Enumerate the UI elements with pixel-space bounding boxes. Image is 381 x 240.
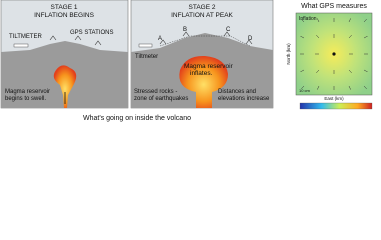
stress-label: zone of earthquakes (134, 96, 188, 102)
magma-label: inflates. (190, 70, 213, 77)
displacement-arrow (348, 85, 351, 90)
stage-subtitle: INFLATION AT PEAK (171, 12, 233, 19)
displacement-arrow (316, 34, 320, 39)
displacement-arrow (363, 18, 367, 23)
tiltmeter-label: Tiltmeter (135, 54, 158, 60)
displacement-arrow (363, 69, 368, 73)
gps-panel: What GPS measures Inflation North (km) E… (286, 3, 373, 110)
displacement-arrow (301, 18, 305, 23)
station-label: B (183, 27, 187, 33)
panel-title: What GPS measures (301, 3, 367, 10)
stage-subtitle: INFLATION BEGINS (34, 12, 94, 19)
stage1-panel: STAGE 1 INFLATION BEGINS TILTMETER GPS S… (0, 0, 129, 109)
displacement-arrow (348, 69, 352, 74)
displacement-arrow (363, 35, 368, 39)
gps-label: GPS STATIONS (70, 30, 113, 36)
scale-label: 10 cm (299, 88, 311, 93)
x-axis-label: East (km) (324, 96, 344, 101)
distance-label: Distances and (218, 89, 256, 95)
diagram: STAGE 1 INFLATION BEGINS TILTMETER GPS S… (0, 0, 373, 122)
distance-label: elevations increase (218, 96, 270, 102)
displacement-arrow (317, 18, 320, 23)
tiltmeter-label: TILTMETER (9, 34, 43, 40)
displacement-arrow (348, 18, 351, 23)
stress-label: Stressed rocks - (134, 89, 177, 95)
station-label: C (226, 27, 231, 33)
displacement-arrow (300, 69, 305, 73)
displacement-arrow (300, 35, 305, 39)
station-label: A (158, 36, 162, 42)
displacement-arrow (348, 34, 352, 39)
magma-label: Magma reservoir (5, 89, 50, 95)
displacement-arrow (301, 85, 305, 90)
y-axis-label: North (km) (286, 43, 291, 65)
inflation-label: Inflation (299, 16, 317, 22)
displacement-arrow (363, 85, 367, 90)
magma-label: Magma reservoir (184, 63, 234, 70)
displacement-arrow (316, 69, 320, 74)
stage-title: STAGE 1 (51, 4, 78, 11)
stage-title: STAGE 2 (189, 4, 216, 11)
stage2-panel: STAGE 2 INFLATION AT PEAK Tiltmeter A B … (130, 0, 274, 109)
caption: What's going on inside the volcano (83, 115, 191, 122)
displacement-arrow (317, 85, 320, 90)
station-label: D (248, 36, 253, 42)
magma-label: begins to swell. (5, 96, 46, 102)
